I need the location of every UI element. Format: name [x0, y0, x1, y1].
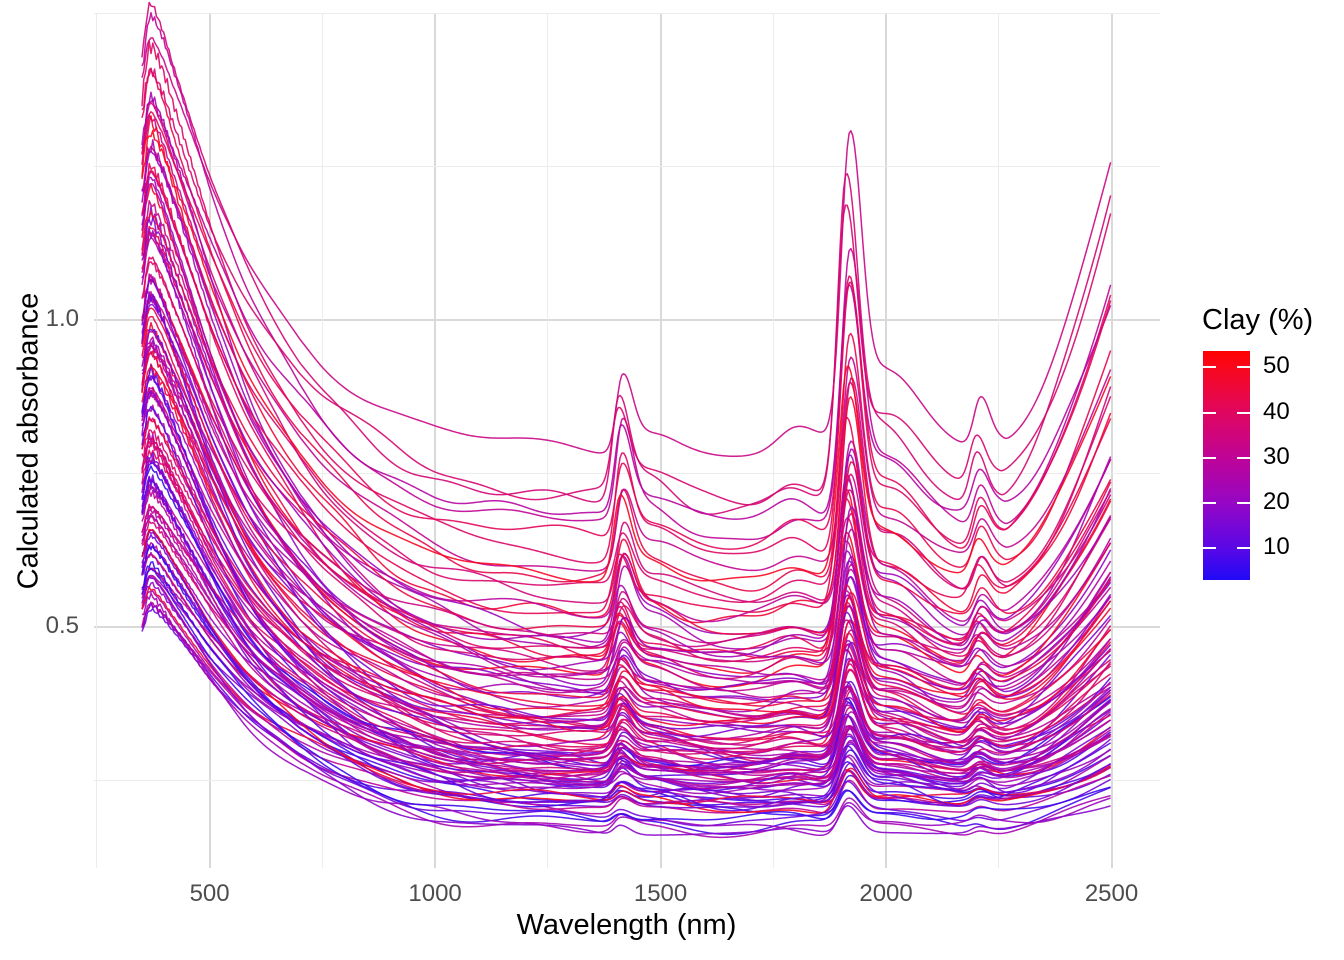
legend-tick-left-10 — [1203, 547, 1216, 550]
y-tick-label-1.0: 1.0 — [45, 305, 79, 333]
x-tick-label-2500: 2500 — [1084, 880, 1139, 907]
legend-tick-right-50 — [1237, 366, 1250, 369]
legend-tick-left-20 — [1203, 502, 1216, 505]
x-tick-label-500: 500 — [189, 880, 230, 907]
legend-tick-label-40: 40 — [1263, 397, 1290, 425]
legend-tick-left-40 — [1203, 411, 1216, 414]
x-tick-label-1000: 1000 — [408, 880, 462, 907]
legend-tick-label-50: 50 — [1263, 352, 1290, 380]
legend-tick-label-20: 20 — [1263, 488, 1290, 516]
legend-tick-label-10: 10 — [1263, 533, 1290, 561]
x-axis-title: Wavelength (nm) — [516, 909, 737, 941]
legend-tick-right-40 — [1237, 411, 1250, 414]
legend-tick-right-10 — [1237, 547, 1250, 550]
legend-tick-left-30 — [1203, 456, 1216, 459]
x-tick-label-1500: 1500 — [633, 880, 688, 907]
y-tick-label-0.5: 0.5 — [45, 612, 79, 640]
legend-tick-left-50 — [1203, 366, 1216, 369]
legend-tick-label-30: 30 — [1263, 442, 1290, 470]
legend-tick-right-30 — [1237, 456, 1250, 459]
legend-tick-right-20 — [1237, 502, 1250, 505]
y-axis-title: Calculated absorbance — [12, 292, 45, 590]
x-tick-label-2000: 2000 — [859, 880, 913, 907]
legend-title: Clay (%) — [1202, 304, 1314, 336]
legend-colorbar — [1203, 351, 1250, 580]
